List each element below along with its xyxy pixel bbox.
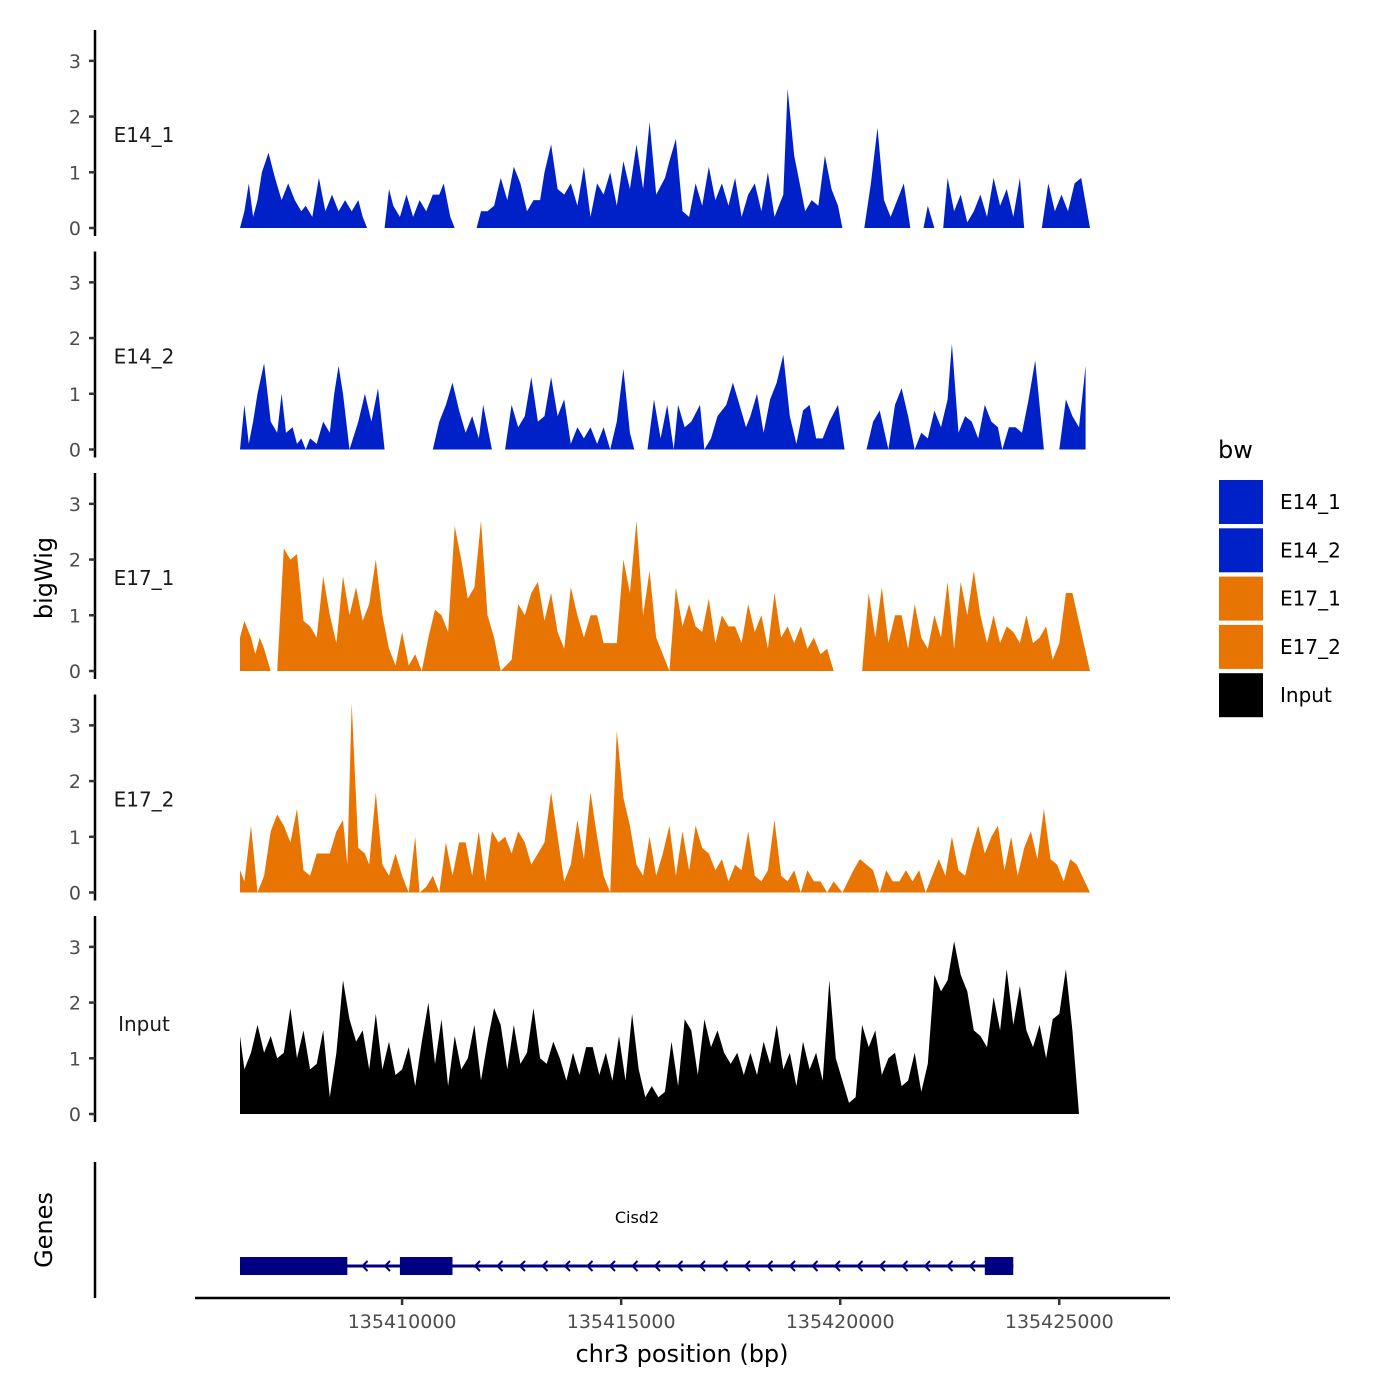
strand-arrow	[676, 1260, 684, 1272]
strand-arrow	[788, 1260, 796, 1272]
legend-item-e14-2: E14_2	[1219, 528, 1341, 573]
strand-arrow	[923, 1260, 931, 1272]
gene-exon	[399, 1257, 453, 1275]
gene-model: Cisd2	[240, 1208, 1014, 1275]
strand-arrow	[968, 1260, 976, 1272]
x-tick-label: 135415000	[567, 1311, 676, 1333]
y-tick-label: 3	[69, 937, 81, 959]
tracks-group: 0 1 2 3 E14_1 0 1 2 3 E14_2 0 1 2 3 E17_1 0 1 2 3 E17_2 0 1 2 3…	[69, 30, 1090, 1126]
legend-swatch	[1219, 624, 1263, 669]
x-tick-label: 135420000	[786, 1311, 895, 1333]
legend-swatch	[1219, 480, 1263, 524]
y-tick-label: 3	[69, 715, 81, 737]
track-label: E14_1	[114, 123, 175, 147]
area-e17-2	[240, 703, 1090, 893]
y-tick-label: 1	[69, 384, 81, 406]
y-tick-label: 2	[69, 107, 81, 129]
legend-swatch	[1219, 528, 1263, 573]
legend-label: E14_2	[1280, 538, 1341, 562]
gene-exon	[240, 1257, 348, 1275]
area-e17-1	[240, 520, 1090, 671]
strand-arrow	[518, 1260, 526, 1272]
genes-panel: Genes Cisd2	[30, 1162, 1014, 1298]
legend-swatch	[1219, 576, 1263, 621]
track-label: E17_2	[114, 788, 175, 812]
gene-name-label: Cisd2	[615, 1208, 659, 1227]
legend-item-e17-1: E17_1	[1219, 576, 1341, 621]
legend-label: Input	[1280, 683, 1332, 707]
legend-label: E14_1	[1280, 490, 1341, 514]
track-e17-2: 0 1 2 3 E17_2	[69, 694, 1090, 905]
strand-arrow	[563, 1260, 571, 1272]
legend-item-input: Input	[1219, 673, 1332, 718]
gene-exon	[984, 1257, 1014, 1275]
strand-arrow	[361, 1260, 369, 1272]
track-label: E14_2	[114, 345, 175, 369]
legend-swatch	[1219, 673, 1263, 718]
y-axis-title: bigWig	[30, 537, 58, 619]
y-tick-label: 2	[69, 771, 81, 793]
track-label: Input	[118, 1012, 170, 1036]
y-tick-label: 0	[69, 661, 81, 683]
area-e14-2	[240, 343, 1086, 450]
track-input: 0 1 2 3 Input	[69, 916, 1090, 1126]
strand-arrow	[811, 1260, 819, 1272]
strand-arrow	[473, 1260, 481, 1272]
y-tick-label: 0	[69, 883, 81, 905]
strand-arrow	[698, 1260, 706, 1272]
genes-axis-title: Genes	[30, 1192, 58, 1268]
strand-arrow	[496, 1260, 504, 1272]
y-tick-label: 2	[69, 550, 81, 572]
strand-arrow	[946, 1260, 954, 1272]
strand-arrow	[721, 1260, 729, 1272]
strand-arrow	[608, 1260, 616, 1272]
track-e14-1: 0 1 2 3 E14_1	[69, 30, 1090, 240]
y-tick-label: 0	[69, 1104, 81, 1126]
strand-arrow	[631, 1260, 639, 1272]
strand-arrow	[878, 1260, 886, 1272]
x-tick-label: 135425000	[1005, 1311, 1114, 1333]
legend-item-e14-1: E14_1	[1219, 480, 1341, 524]
area-e14-1	[240, 88, 1090, 228]
area-input	[240, 941, 1090, 1114]
x-axis-title: chr3 position (bp)	[575, 1340, 788, 1368]
y-tick-label: 0	[69, 440, 81, 462]
y-tick-label: 2	[69, 328, 81, 350]
legend-title: bw	[1218, 436, 1253, 464]
strand-arrow	[383, 1260, 391, 1272]
strand-arrow	[901, 1260, 909, 1272]
y-tick-label: 3	[69, 494, 81, 516]
y-tick-label: 0	[69, 218, 81, 240]
y-tick-label: 3	[69, 51, 81, 73]
x-axis: 135410000 135415000 135420000 135425000	[195, 1296, 1170, 1333]
strand-arrow	[833, 1260, 841, 1272]
y-tick-label: 1	[69, 1048, 81, 1070]
legend-label: E17_1	[1280, 587, 1341, 611]
legend: bw E14_1 E14_2 E17_1 E17_2 Input	[1218, 436, 1341, 718]
y-tick-label: 2	[69, 993, 81, 1015]
y-tick-label: 1	[69, 827, 81, 849]
strand-arrow	[743, 1260, 751, 1272]
track-e14-2: 0 1 2 3 E14_2	[69, 251, 1086, 462]
track-label: E17_1	[114, 566, 175, 590]
strand-arrow	[856, 1260, 864, 1272]
x-tick-label: 135410000	[348, 1311, 457, 1333]
y-tick-label: 3	[69, 272, 81, 294]
track-e17-1: 0 1 2 3 E17_1	[69, 473, 1090, 683]
strand-arrow	[586, 1260, 594, 1272]
strand-arrow	[653, 1260, 661, 1272]
strand-arrow	[766, 1260, 774, 1272]
legend-item-e17-2: E17_2	[1219, 624, 1341, 669]
legend-label: E17_2	[1280, 635, 1341, 659]
strand-arrow	[541, 1260, 549, 1272]
y-tick-label: 1	[69, 605, 81, 627]
y-tick-label: 1	[69, 162, 81, 184]
